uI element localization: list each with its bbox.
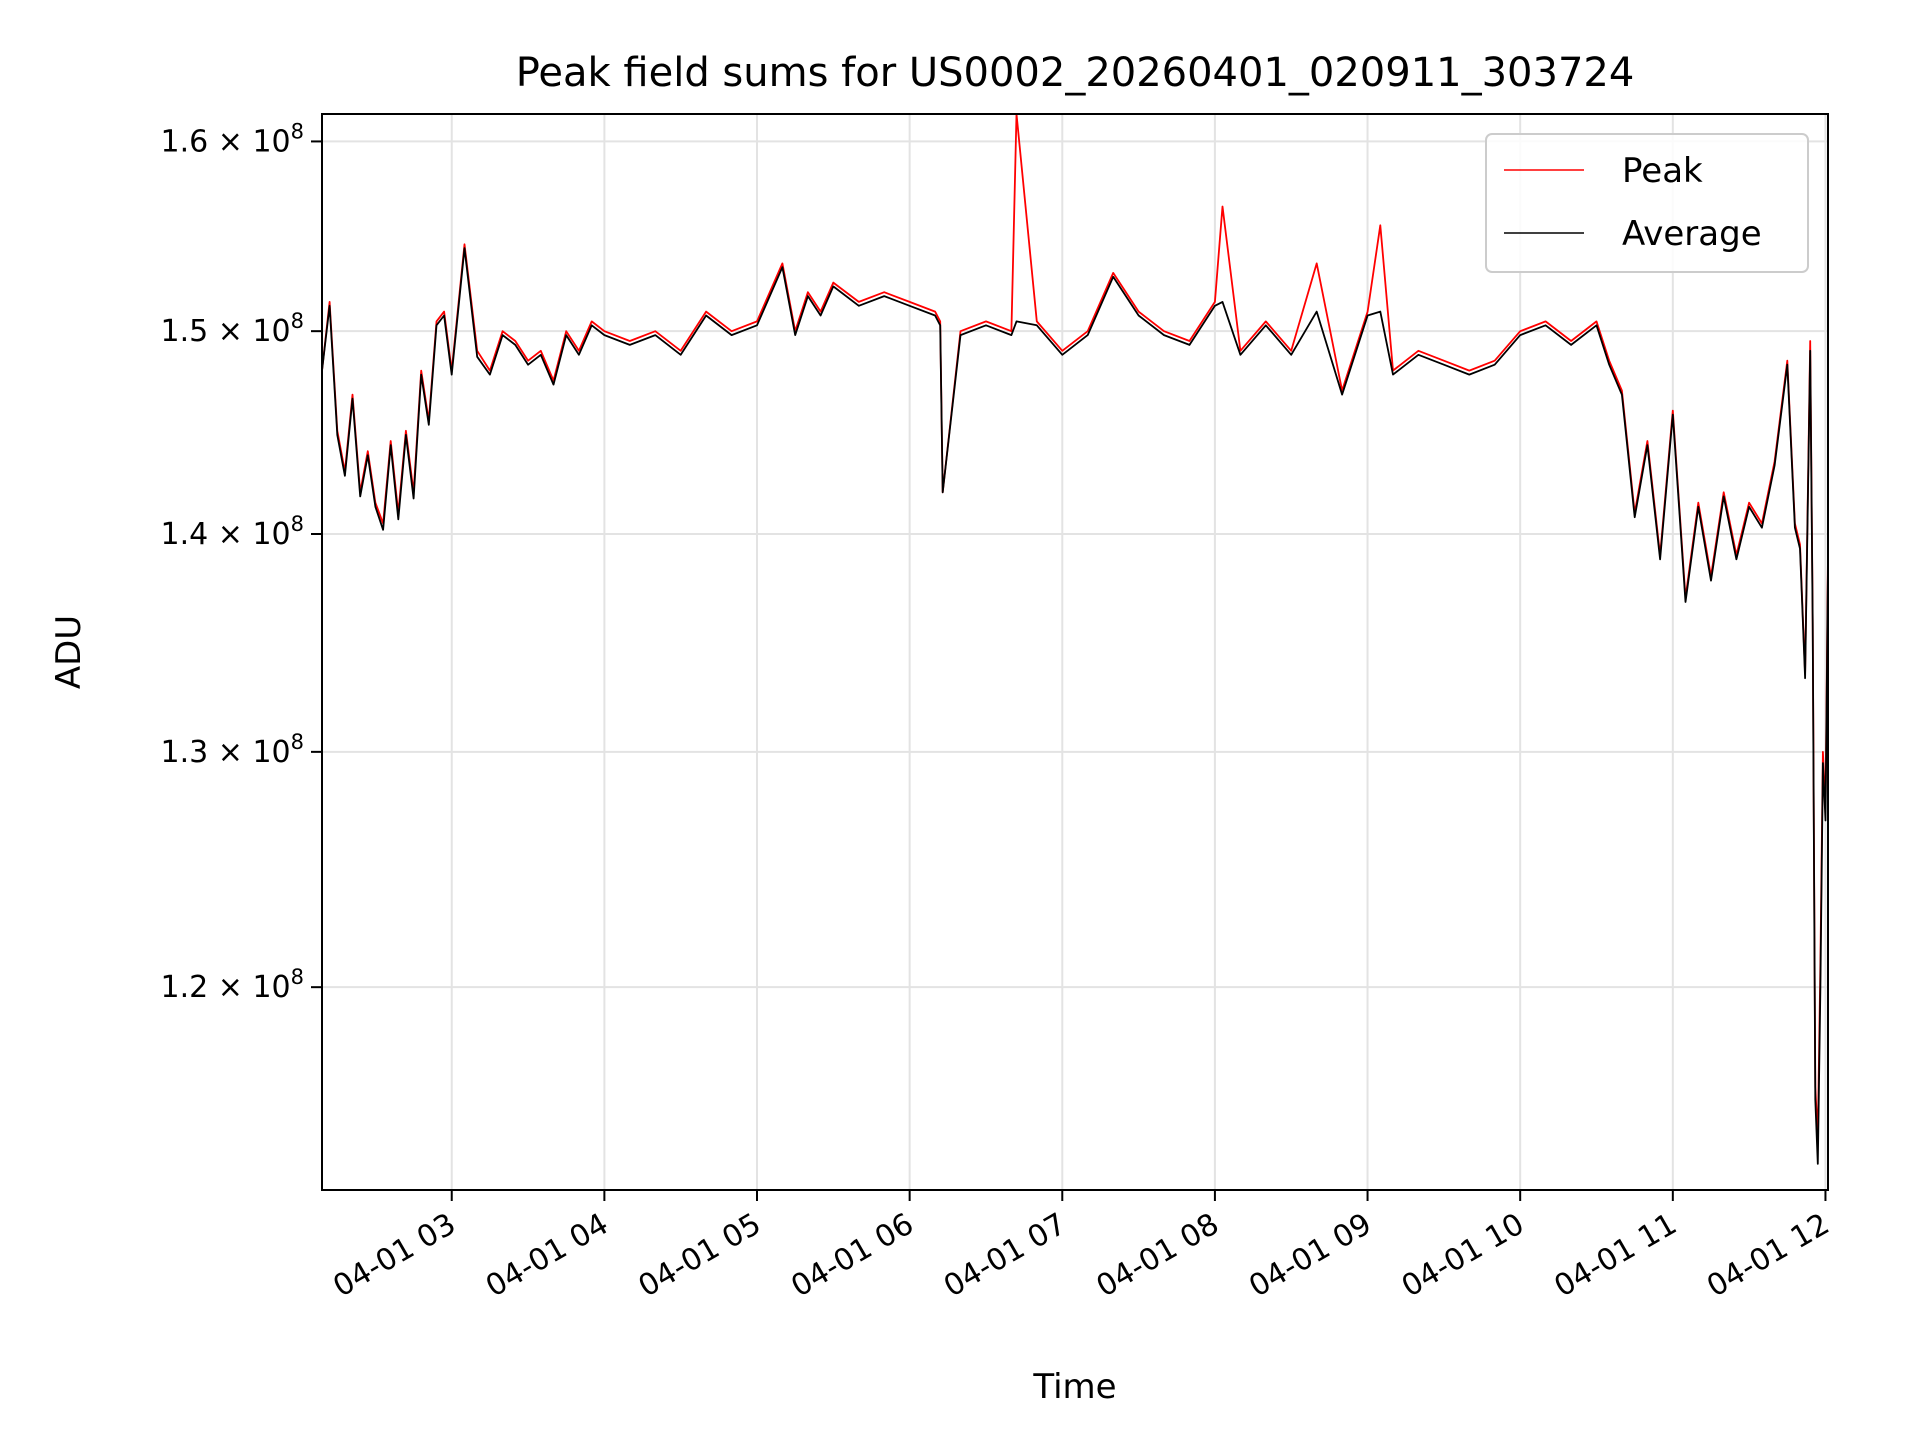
legend: Peak Average xyxy=(1485,133,1809,273)
series-line-average xyxy=(321,247,1829,1165)
legend-box xyxy=(1485,133,1809,273)
legend-label-average: Average xyxy=(1622,214,1762,254)
grid xyxy=(322,114,1828,1190)
y-tick-label: 1.3 × 108 xyxy=(161,730,304,770)
y-axis-label: ADU xyxy=(49,615,89,689)
series-layer xyxy=(321,113,1829,1165)
y-axis: 1.2 × 108 1.3 × 108 1.4 × 108 1.5 × 108 1.6 … xyxy=(161,119,322,1005)
y-tick-label: 1.5 × 108 xyxy=(161,309,304,349)
y-tick-label: 1.4 × 108 xyxy=(161,512,304,552)
y-tick-label: 1.6 × 108 xyxy=(161,119,304,159)
plot-frame xyxy=(321,113,1829,1191)
x-axis-label: Time xyxy=(1032,1367,1116,1407)
legend-label-peak: Peak xyxy=(1622,151,1703,191)
chart-title: Peak field sums for US0002_20260401_0209… xyxy=(516,50,1635,96)
y-tick-label: 1.2 × 108 xyxy=(161,965,304,1005)
